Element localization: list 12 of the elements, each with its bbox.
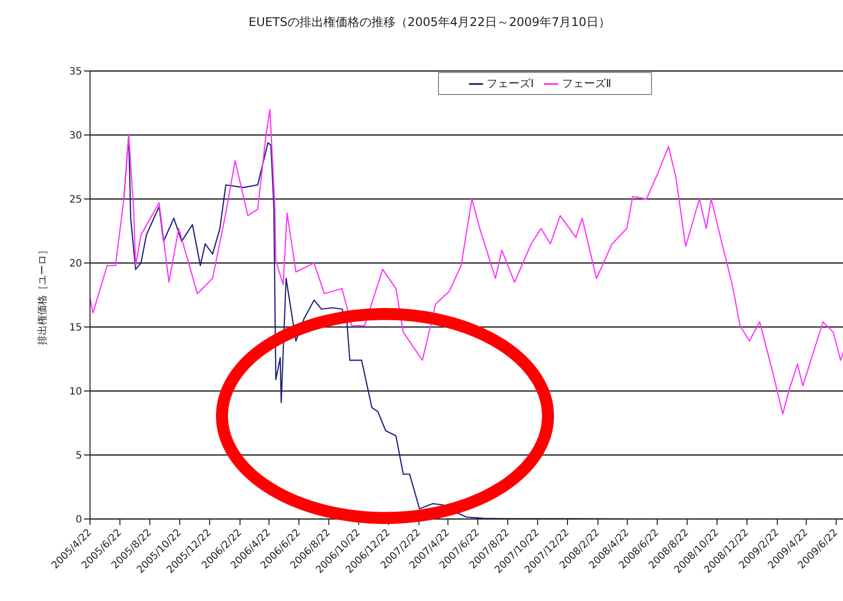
y-tick-label: 5 — [76, 450, 82, 462]
legend-label: フェーズⅡ — [562, 77, 612, 90]
y-axis-title: 排出権価格［ユーロ］ — [36, 245, 49, 345]
legend-label: フェーズⅠ — [486, 77, 534, 90]
y-tick-label: 0 — [76, 514, 82, 526]
chart-title: EUETSの排出権価格の推移（2005年4月22日～2009年7月10日） — [248, 14, 612, 31]
y-tick-label: 20 — [69, 258, 82, 270]
y-tick-label: 35 — [69, 66, 82, 78]
y-tick-label: 15 — [69, 322, 82, 334]
y-tick-label: 25 — [69, 194, 82, 206]
y-tick-label: 30 — [69, 130, 82, 142]
y-tick-label: 10 — [69, 386, 82, 398]
